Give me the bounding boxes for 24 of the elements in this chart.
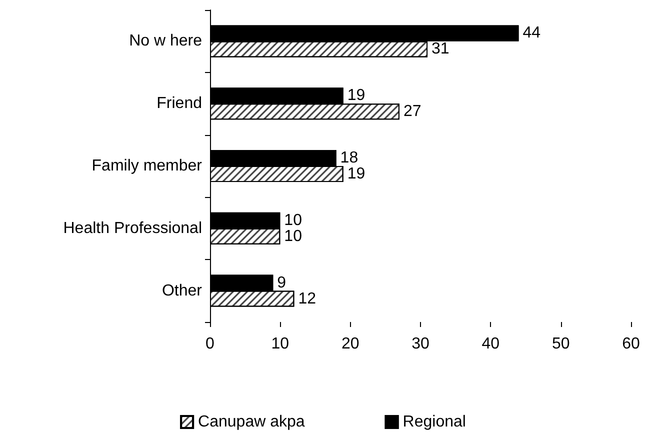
x-tick-label: 20 [341,336,360,352]
data-label: 10 [284,228,302,245]
x-tick-label: 60 [622,336,640,352]
x-tick-label: 30 [412,336,430,352]
data-label: 12 [298,290,316,308]
data-label: 19 [347,166,366,182]
y-tick-label: No w here [129,32,202,50]
y-tick-label: Family member [92,158,203,174]
x-tick-label: 50 [552,336,570,352]
data-label: 31 [432,40,450,58]
x-tick-label: 10 [271,336,290,352]
data-label: 19 [347,87,366,104]
x-tick-label: 40 [482,336,500,352]
data-label: 10 [284,212,302,229]
data-label: 18 [340,150,358,166]
legend-label: Regional [402,414,466,430]
legend-label: Canupaw akpa [198,414,305,430]
data-label: 44 [522,24,541,42]
y-tick-label: Health Professional [63,220,202,237]
x-tick-label: 0 [206,336,215,352]
y-tick-label: Friend [156,95,202,112]
y-tick-label: Other [162,282,203,300]
data-label: 9 [277,274,286,292]
data-label: 27 [403,103,422,120]
